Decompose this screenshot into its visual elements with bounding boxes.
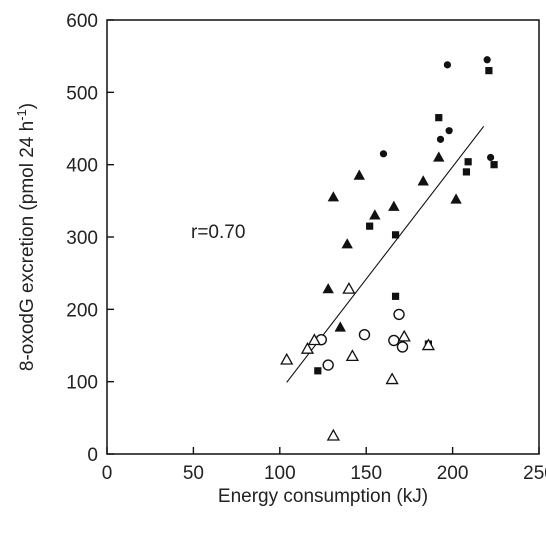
y-tick-label: 600 bbox=[66, 11, 98, 32]
data-point-filled-triangle bbox=[450, 193, 462, 204]
x-axis-title: Energy consumption (kJ) bbox=[218, 486, 428, 507]
data-point-open-triangle bbox=[300, 341, 315, 354]
data-point-open-triangle bbox=[342, 281, 356, 294]
data-point-open-triangle bbox=[397, 329, 411, 342]
data-point-filled-square bbox=[366, 222, 374, 230]
data-point-filled-triangle bbox=[369, 209, 381, 220]
data-point-filled-triangle bbox=[353, 169, 365, 180]
data-point-open-triangle bbox=[385, 372, 399, 385]
x-tick-label: 150 bbox=[350, 463, 382, 484]
y-tick-label: 0 bbox=[87, 445, 98, 466]
data-point-filled-square bbox=[435, 114, 443, 122]
x-tick-label: 100 bbox=[264, 463, 296, 484]
data-point-filled-triangle bbox=[417, 175, 429, 186]
data-point-filled-triangle bbox=[322, 283, 334, 294]
data-point-filled-square bbox=[391, 292, 400, 300]
data-point-filled-triangle bbox=[388, 200, 400, 211]
axis-ticks: 0 50 100 150 200 250 0 100 200 300 400 500 600 bbox=[66, 11, 546, 484]
data-point-open-circle bbox=[396, 341, 409, 353]
data-point-filled-circle bbox=[445, 127, 453, 135]
data-point-filled-square bbox=[314, 367, 322, 375]
y-tick-label: 200 bbox=[66, 300, 98, 321]
data-point-filled-circle bbox=[379, 150, 388, 158]
data-point-filled-circle bbox=[483, 56, 491, 64]
data-point-filled-circle bbox=[443, 61, 452, 69]
y-axis-title-sup: -1 bbox=[14, 109, 29, 121]
data-point-open-triangle bbox=[307, 333, 321, 346]
data-point-open-circle bbox=[388, 334, 400, 347]
x-tick-label: 250 bbox=[523, 463, 546, 484]
data-point-filled-triangle bbox=[341, 238, 353, 249]
data-points bbox=[280, 56, 498, 441]
data-point-filled-triangle bbox=[327, 191, 340, 202]
y-tick-label: 500 bbox=[66, 83, 98, 104]
data-point-open-triangle bbox=[345, 349, 359, 362]
data-point-open-triangle bbox=[280, 352, 294, 365]
x-tick-label: 50 bbox=[183, 463, 204, 484]
data-point-filled-square bbox=[490, 161, 498, 169]
x-tick-label: 200 bbox=[437, 463, 469, 484]
data-point-filled-circle bbox=[436, 135, 445, 143]
data-point-open-circle bbox=[358, 328, 371, 341]
data-point-filled-square bbox=[485, 67, 493, 75]
data-point-open-triangle bbox=[326, 428, 340, 441]
data-point-filled-square bbox=[464, 158, 472, 166]
x-tick-label: 0 bbox=[102, 463, 113, 484]
data-point-filled-square bbox=[462, 168, 471, 176]
y-tick-label: 400 bbox=[66, 156, 98, 177]
data-point-filled-circle bbox=[487, 153, 495, 162]
correlation-annotation: r=0.70 bbox=[191, 222, 245, 243]
y-tick-label: 100 bbox=[66, 373, 98, 394]
y-axis-title: 8-oxodG excretion (pmol 24 h-1) bbox=[14, 103, 38, 371]
data-point-filled-triangle bbox=[334, 321, 346, 332]
y-tick-label: 300 bbox=[66, 228, 98, 249]
data-point-open-circle bbox=[322, 359, 334, 371]
data-point-open-triangle bbox=[421, 338, 436, 351]
y-axis-title-close: ) bbox=[17, 103, 38, 109]
data-point-filled-square bbox=[391, 231, 400, 239]
data-point-filled-triangle bbox=[433, 151, 445, 162]
data-point-open-circle bbox=[393, 308, 405, 321]
plot-frame bbox=[106, 19, 540, 455]
y-axis-title-main: 8-oxodG excretion (pmol 24 h bbox=[17, 121, 38, 371]
